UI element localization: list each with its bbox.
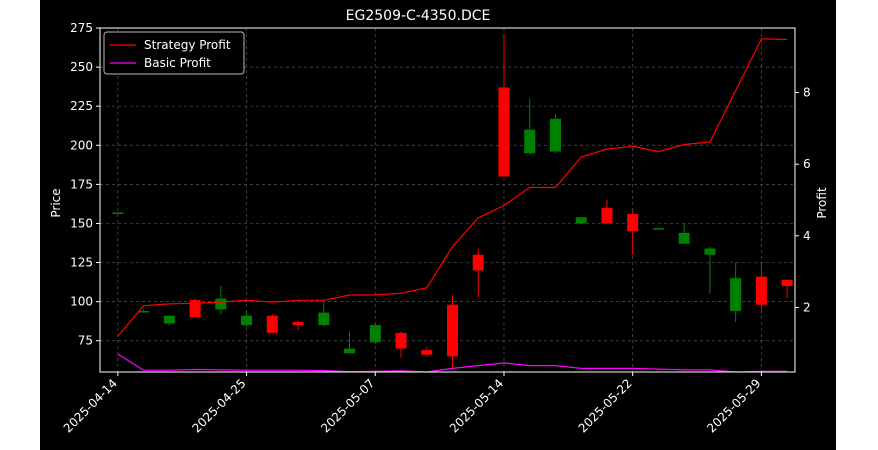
candles <box>112 34 793 368</box>
candle-body-20 <box>627 214 639 232</box>
candle-body-3 <box>189 300 201 318</box>
chart-frame: 75 100 125 150 175 200 225 250 275 2 4 6 8 2025-04-… <box>40 0 836 450</box>
candle-body-2 <box>163 315 175 324</box>
candle-body-16 <box>524 129 536 154</box>
candle-body-4 <box>215 298 227 310</box>
left-tick-label-7: 250 <box>70 60 93 74</box>
right-tick-label-2: 6 <box>803 157 811 171</box>
candle-body-21 <box>652 228 664 230</box>
candlestick-chart: 75 100 125 150 175 200 225 250 275 2 4 6 8 2025-04-… <box>49 8 829 435</box>
y-axis-label-right: Profit <box>815 187 829 219</box>
right-axis: 2 4 6 8 <box>795 86 811 315</box>
x-tick-label-0: 2025-04-14 <box>61 376 120 435</box>
candle-body-13 <box>447 304 458 357</box>
left-tick-label-5: 200 <box>70 138 93 152</box>
chart-title: EG2509-C-4350.DCE <box>346 8 491 24</box>
left-axis: 75 100 125 150 175 200 225 250 275 <box>70 21 100 348</box>
candle-body-26 <box>781 279 793 286</box>
candle-body-19 <box>601 207 613 224</box>
candle-body-11 <box>395 332 407 349</box>
candle-body-18 <box>575 217 587 224</box>
candle-body-15 <box>498 87 510 177</box>
candle-body-6 <box>266 315 278 333</box>
x-tick-label-1: 2025-04-25 <box>189 376 248 435</box>
y-axis-label-left: Price <box>49 188 63 217</box>
x-tick-label-2: 2025-05-07 <box>318 376 377 435</box>
candle-body-10 <box>369 325 381 343</box>
candle-body-25 <box>755 276 767 305</box>
legend-label-strategy: Strategy Profit <box>144 38 231 52</box>
candle-body-9 <box>344 348 356 354</box>
profit-lines <box>117 38 788 373</box>
left-tick-label-2: 125 <box>70 256 93 270</box>
candle-body-17 <box>549 118 561 152</box>
left-tick-label-3: 150 <box>70 216 93 230</box>
x-tick-label-4: 2025-05-22 <box>576 376 635 435</box>
left-tick-label-8: 275 <box>70 21 93 35</box>
right-tick-label-0: 2 <box>803 301 811 315</box>
plot-border <box>99 27 796 373</box>
basic-profit-line <box>117 353 788 373</box>
x-tick-label-5: 2025-05-29 <box>704 376 763 435</box>
left-tick-label-4: 175 <box>70 177 93 191</box>
right-tick-label-3: 8 <box>803 86 811 100</box>
candle-body-12 <box>421 350 433 355</box>
x-axis: 2025-04-14 2025-04-25 2025-05-07 2025-05-14… <box>61 372 764 435</box>
left-tick-label-0: 75 <box>78 334 93 348</box>
left-tick-label-6: 225 <box>70 99 93 113</box>
x-tick-label-3: 2025-05-14 <box>447 376 506 435</box>
candle-body-5 <box>241 315 253 326</box>
legend-box <box>103 31 245 75</box>
right-tick-label-1: 4 <box>803 229 811 243</box>
candle-body-23 <box>704 248 716 255</box>
left-tick-label-1: 100 <box>70 295 93 309</box>
candle-body-22 <box>678 232 690 244</box>
candle-body-7 <box>292 321 304 326</box>
legend: Strategy Profit Basic Profit <box>103 31 245 75</box>
candle-body-14 <box>472 254 484 271</box>
candle-body-8 <box>318 312 330 326</box>
strategy-profit-line <box>117 38 788 337</box>
candle-body-24 <box>730 278 742 312</box>
candle-body-0 <box>112 212 124 215</box>
candle-body-1 <box>138 311 150 313</box>
legend-label-basic: Basic Profit <box>144 56 211 70</box>
